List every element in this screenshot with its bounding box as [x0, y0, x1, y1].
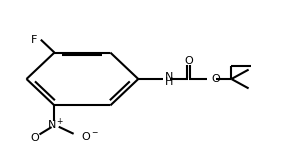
Text: O$^-$: O$^-$ — [81, 130, 99, 142]
Text: O: O — [30, 133, 39, 143]
Text: H: H — [165, 77, 173, 87]
Text: N$^+$: N$^+$ — [47, 117, 64, 132]
Text: N: N — [165, 72, 173, 82]
Text: O: O — [184, 56, 193, 66]
Text: O: O — [211, 74, 220, 84]
Text: F: F — [31, 35, 37, 45]
